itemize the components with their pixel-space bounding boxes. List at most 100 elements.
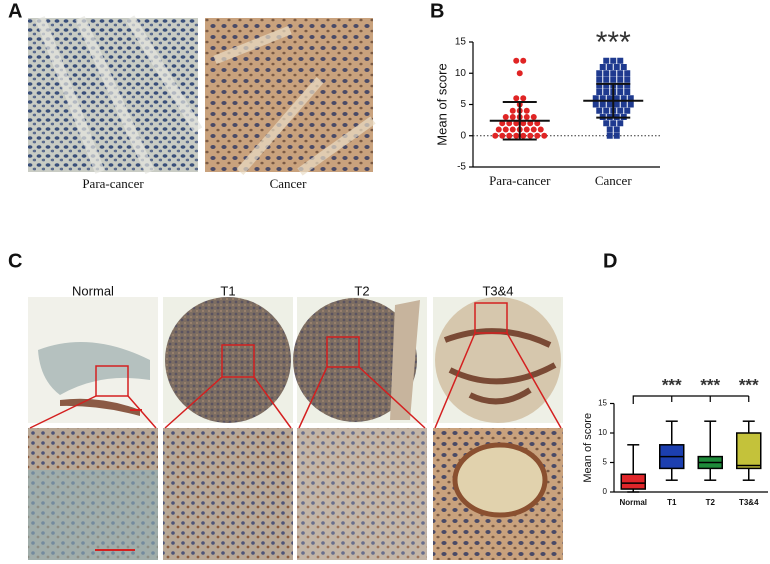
- panel-label: A: [8, 0, 22, 22]
- data-point: [530, 126, 537, 133]
- data-point: [620, 95, 627, 102]
- data-point: [603, 70, 610, 77]
- data-point: [603, 76, 610, 83]
- x-tick-label: T1: [667, 498, 677, 507]
- panel-label: B: [430, 0, 444, 22]
- y-axis-label: Mean of score: [434, 63, 449, 145]
- zoom-marks: [29, 302, 562, 551]
- data-point: [499, 132, 506, 139]
- data-point: [509, 126, 516, 133]
- data-point: [610, 70, 617, 77]
- box: [620, 473, 646, 490]
- data-point: [506, 132, 513, 139]
- caption: T3&4: [482, 283, 513, 298]
- data-point: [613, 132, 620, 139]
- data-point: [596, 70, 603, 77]
- y-tick-label: 10: [598, 428, 607, 437]
- data-point: [620, 101, 627, 108]
- data-point: [534, 132, 541, 139]
- y-tick-label: 5: [460, 99, 466, 110]
- annotation: ***: [662, 375, 682, 394]
- data-point: [513, 132, 520, 139]
- tissue-core: [165, 297, 291, 423]
- data-point: [516, 70, 523, 77]
- data-point: [603, 82, 610, 89]
- x-tick-label: Para-cancer: [489, 173, 551, 188]
- data-point: [520, 57, 527, 64]
- data-point: [596, 82, 603, 89]
- data-point: [624, 82, 631, 89]
- x-tick-label: T3&4: [739, 498, 759, 507]
- tissue: [38, 342, 150, 395]
- micrograph: [163, 428, 293, 560]
- data-point: [627, 95, 634, 102]
- data-point: [617, 76, 624, 83]
- tissue: [390, 300, 420, 420]
- caption: Cancer: [270, 176, 307, 191]
- data-point: [537, 126, 544, 133]
- micrograph-grid: [28, 297, 563, 560]
- tissue: [443, 328, 557, 405]
- data-point: [603, 57, 610, 64]
- y-tick-label: 0: [603, 487, 608, 496]
- data-point: [617, 70, 624, 77]
- data-point: [502, 114, 509, 120]
- data-point: [592, 95, 599, 102]
- data-point: [603, 120, 610, 127]
- data-point: [513, 95, 520, 102]
- data-point: [613, 95, 620, 102]
- box: [736, 432, 762, 470]
- data-point: [495, 126, 502, 133]
- y-tick-label: 5: [603, 458, 608, 467]
- micrograph: [205, 18, 373, 172]
- panel-label: C: [8, 250, 22, 272]
- data-point: [624, 89, 631, 95]
- x-tick-label: Normal: [619, 498, 647, 507]
- data-point: [599, 101, 606, 108]
- data-point: [606, 132, 613, 139]
- annotation: ***: [700, 375, 720, 394]
- caption: Normal: [72, 283, 114, 298]
- significance-bracket: [632, 395, 750, 404]
- data-point: [617, 120, 624, 127]
- data-point: [603, 107, 610, 114]
- y-tick-label: 15: [598, 399, 607, 408]
- data-point: [613, 64, 620, 70]
- data-point: [596, 107, 603, 114]
- data-point: [617, 107, 624, 114]
- micrograph: [297, 428, 427, 560]
- data-point: [606, 101, 613, 108]
- data-point: [520, 95, 527, 102]
- data-point: [527, 132, 534, 139]
- data-point: [606, 95, 613, 102]
- data-point: [523, 114, 530, 120]
- panel-label: D: [603, 250, 617, 272]
- data-point: [610, 76, 617, 83]
- data-point: [624, 76, 631, 83]
- tissue: [28, 470, 158, 560]
- annotation: ***: [739, 375, 759, 394]
- y-tick-label: -5: [457, 162, 466, 173]
- data-point: [617, 57, 624, 64]
- data-point: [599, 95, 606, 102]
- annotation: ***: [596, 26, 631, 59]
- data-point: [523, 107, 530, 114]
- y-tick-label: 15: [455, 37, 467, 48]
- data-point: [613, 101, 620, 108]
- data-point: [613, 126, 620, 133]
- data-point: [492, 132, 499, 139]
- data-point: [502, 126, 509, 133]
- data-point: [530, 114, 537, 120]
- data-point: [620, 64, 627, 70]
- y-tick-label: 0: [460, 130, 466, 141]
- tissue-stripe: [213, 25, 376, 176]
- data-point: [624, 70, 631, 77]
- data-point: [599, 64, 606, 70]
- data-point: [603, 89, 610, 95]
- data-point: [592, 101, 599, 108]
- data-point: [606, 64, 613, 70]
- caption: Para-cancer: [82, 176, 144, 191]
- y-tick-label: 10: [455, 68, 467, 79]
- y-axis-label: Mean of score: [582, 413, 594, 483]
